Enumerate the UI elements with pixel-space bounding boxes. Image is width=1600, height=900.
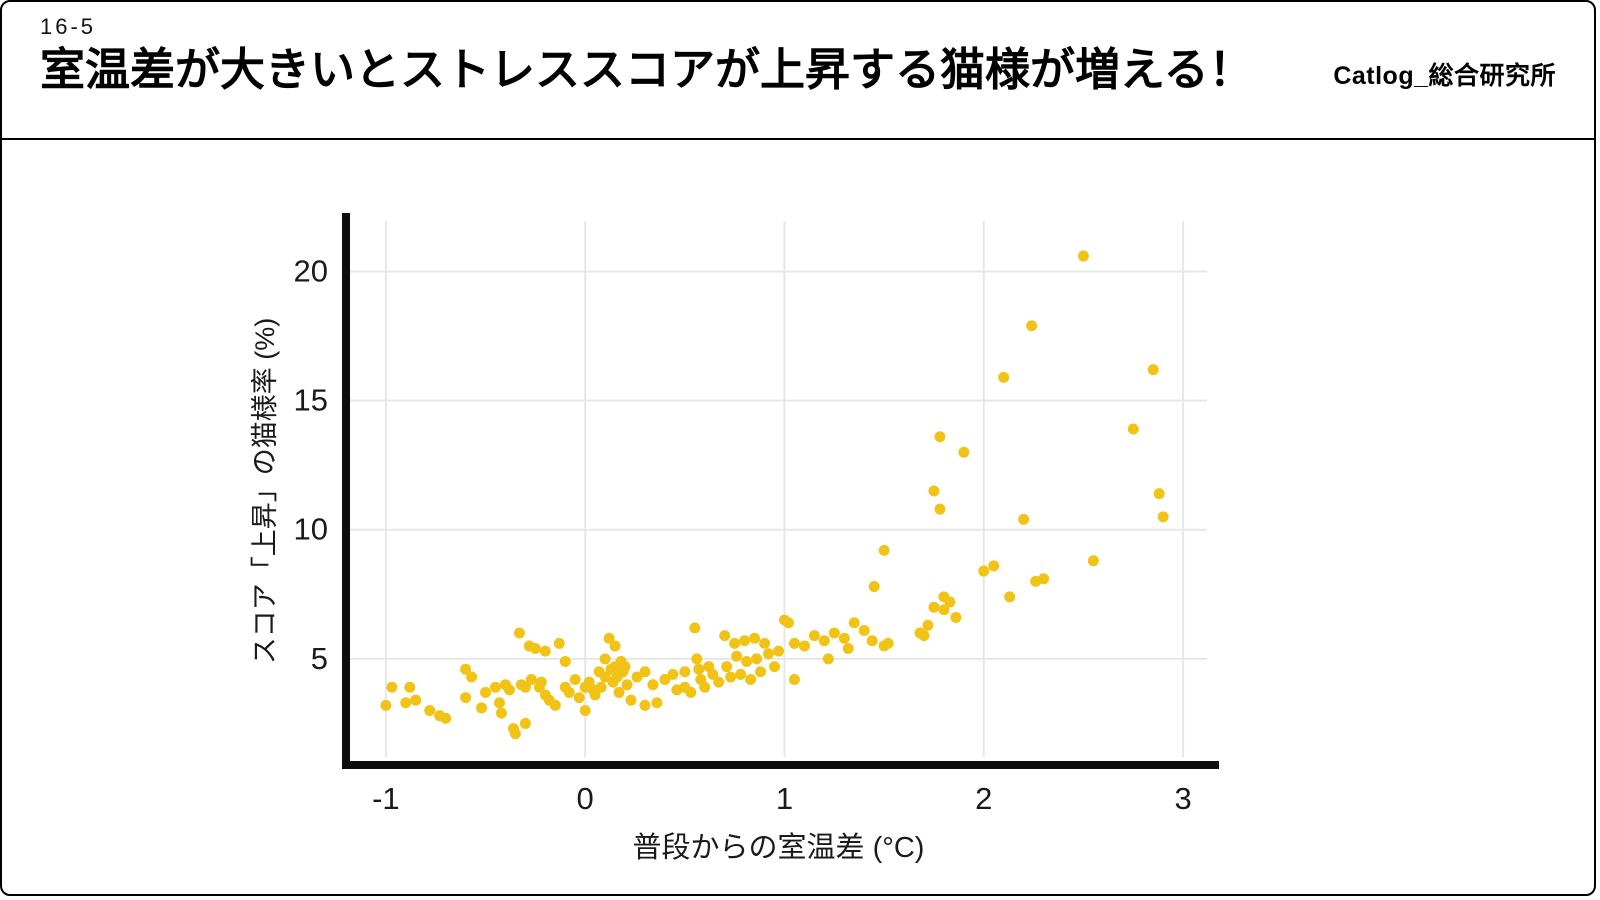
svg-text:15: 15	[294, 383, 328, 418]
svg-text:0: 0	[577, 781, 594, 816]
svg-text:10: 10	[294, 512, 328, 547]
page-title: 室温差が大きいとストレススコアが上昇する猫様が増える！	[40, 44, 1254, 95]
header: 16-5 室温差が大きいとストレススコアが上昇する猫様が増える！ Catlog_…	[2, 2, 1594, 140]
svg-text:普段からの室温差 (°C): 普段からの室温差 (°C)	[633, 831, 925, 864]
svg-text:3: 3	[1174, 781, 1191, 816]
svg-text:スコア「上昇」の猫様率 (%): スコア「上昇」の猫様率 (%)	[250, 318, 280, 665]
svg-text:20: 20	[294, 253, 328, 288]
scatter-chart: -1 0 1 2 3 普段からの室温差 (°C) 5 10 15 20 スコア「上昇」の猫様率 (%…	[250, 213, 1219, 864]
svg-text:1: 1	[776, 781, 793, 816]
catlog-logo: Catlog_総合研究所	[1333, 62, 1556, 90]
chart-area: -1 0 1 2 3 普段からの室温差 (°C) 5 10 15 20 スコア「上昇」の猫様率 (%…	[2, 142, 1594, 894]
svg-text:-1: -1	[372, 781, 400, 816]
slide-number: 16-5	[40, 14, 97, 39]
svg-text:2: 2	[975, 781, 992, 816]
svg-text:5: 5	[311, 641, 328, 676]
title-row: 室温差が大きいとストレススコアが上昇する猫様が増える！ Catlog_総合研究所	[40, 44, 1556, 96]
